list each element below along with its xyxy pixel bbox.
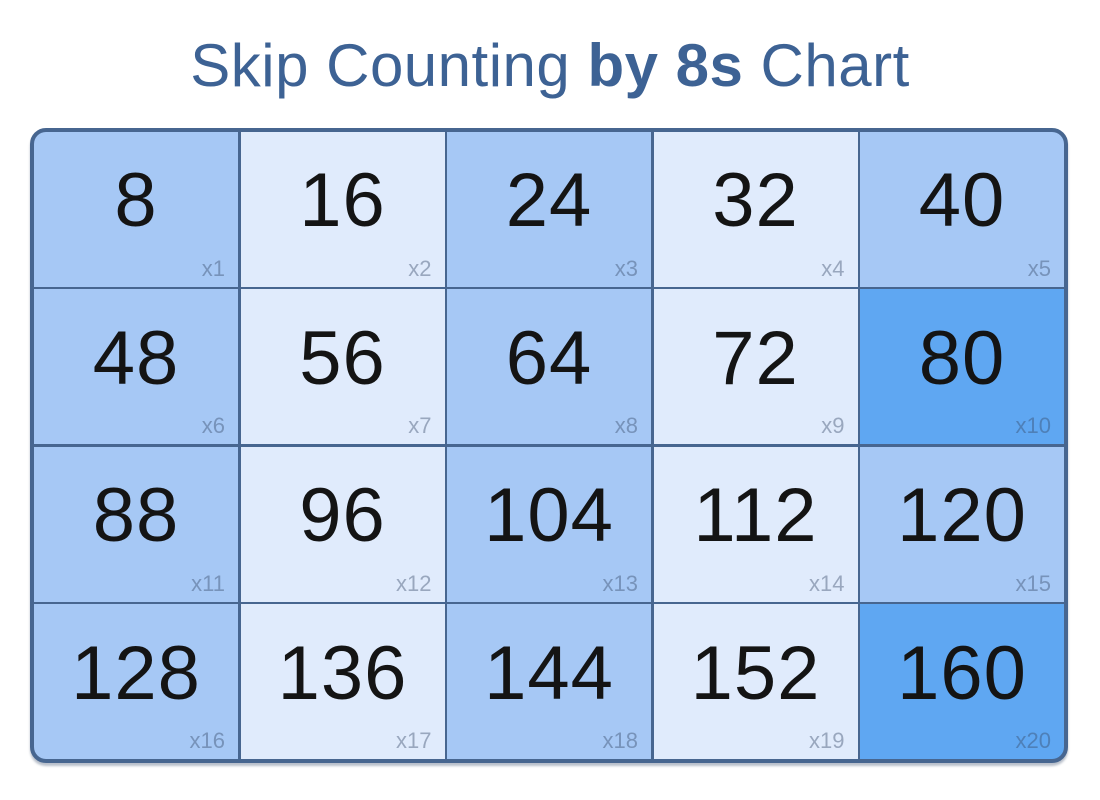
cell-value: 128 [71, 630, 201, 716]
grid-cell: 48 x6 [34, 289, 238, 445]
cell-value: 16 [299, 158, 386, 244]
grid-cell: 32 x4 [653, 132, 858, 287]
cell-value: 104 [484, 473, 614, 559]
grid-cell: 120 x15 [860, 446, 1064, 602]
cell-multiplier-label: x17 [396, 728, 432, 753]
cell-value: 80 [918, 315, 1006, 401]
title-text-bold: by 8s [587, 32, 744, 99]
cell-multiplier-label: x2 [408, 255, 432, 281]
page-title: Skip Counting by 8s Chart [0, 34, 1100, 97]
cell-multiplier-label: x3 [614, 255, 638, 281]
grid-cell: 144 x18 [447, 604, 651, 759]
cell-value: 152 [690, 630, 821, 716]
grid-cell: 96 x12 [240, 446, 445, 602]
cell-multiplier-label: x7 [408, 413, 432, 439]
cell-multiplier-label: x15 [1015, 570, 1051, 596]
cell-value: 64 [505, 315, 593, 401]
cell-multiplier-label: x16 [189, 728, 225, 753]
cell-multiplier-label: x19 [809, 728, 845, 753]
grid-cell: 88 x11 [34, 446, 238, 602]
cell-multiplier-label: x13 [602, 570, 638, 596]
grid-cell: 128 x16 [34, 604, 238, 759]
cell-multiplier-label: x4 [821, 255, 845, 281]
cell-value: 112 [693, 473, 818, 559]
cell-value: 88 [92, 473, 180, 559]
cell-value: 144 [484, 630, 614, 716]
cell-multiplier-label: x20 [1015, 728, 1051, 753]
title-text-regular-2: Chart [743, 32, 910, 99]
cell-multiplier-label: x10 [1015, 413, 1051, 439]
cell-value: 96 [299, 473, 386, 559]
cell-multiplier-label: x6 [201, 413, 225, 439]
title-text-regular-1: Skip Counting [190, 32, 588, 99]
cell-value: 24 [505, 158, 593, 244]
cell-multiplier-label: x5 [1027, 255, 1051, 281]
cell-multiplier-label: x8 [614, 413, 638, 439]
cell-value: 32 [712, 158, 799, 244]
grid-cell: 56 x7 [240, 289, 445, 445]
cell-multiplier-label: x9 [821, 413, 845, 439]
cell-value: 120 [897, 473, 1027, 559]
cell-value: 136 [277, 630, 408, 716]
cell-value: 160 [897, 630, 1027, 716]
grid-cell: 80 x10 [860, 289, 1064, 445]
grid-cell: 112 x14 [653, 446, 858, 602]
grid-cell: 136 x17 [240, 604, 445, 759]
grid-cell: 40 x5 [860, 132, 1064, 287]
cell-multiplier-label: x1 [201, 255, 225, 281]
grid-cell: 160 x20 [860, 604, 1064, 759]
grid-cell: 16 x2 [240, 132, 445, 287]
cell-value: 8 [114, 158, 158, 244]
cell-value: 72 [712, 315, 799, 401]
grid-cell: 104 x13 [447, 446, 651, 602]
grid-cell: 152 x19 [653, 604, 858, 759]
cell-value: 48 [92, 315, 180, 401]
cell-multiplier-label: x14 [809, 570, 845, 596]
grid-cell: 64 x8 [447, 289, 651, 445]
grid-cell: 8 x1 [34, 132, 238, 287]
cell-multiplier-label: x12 [396, 570, 432, 596]
cell-multiplier-label: x18 [602, 728, 638, 753]
grid-cell: 24 x3 [447, 132, 651, 287]
grid-cell: 72 x9 [653, 289, 858, 445]
cell-value: 56 [299, 315, 386, 401]
skip-counting-grid: 8 x1 16 x2 24 x3 32 x4 40 x5 48 x6 56 x7… [30, 128, 1068, 763]
cell-value: 40 [918, 158, 1006, 244]
cell-multiplier-label: x11 [191, 570, 225, 596]
